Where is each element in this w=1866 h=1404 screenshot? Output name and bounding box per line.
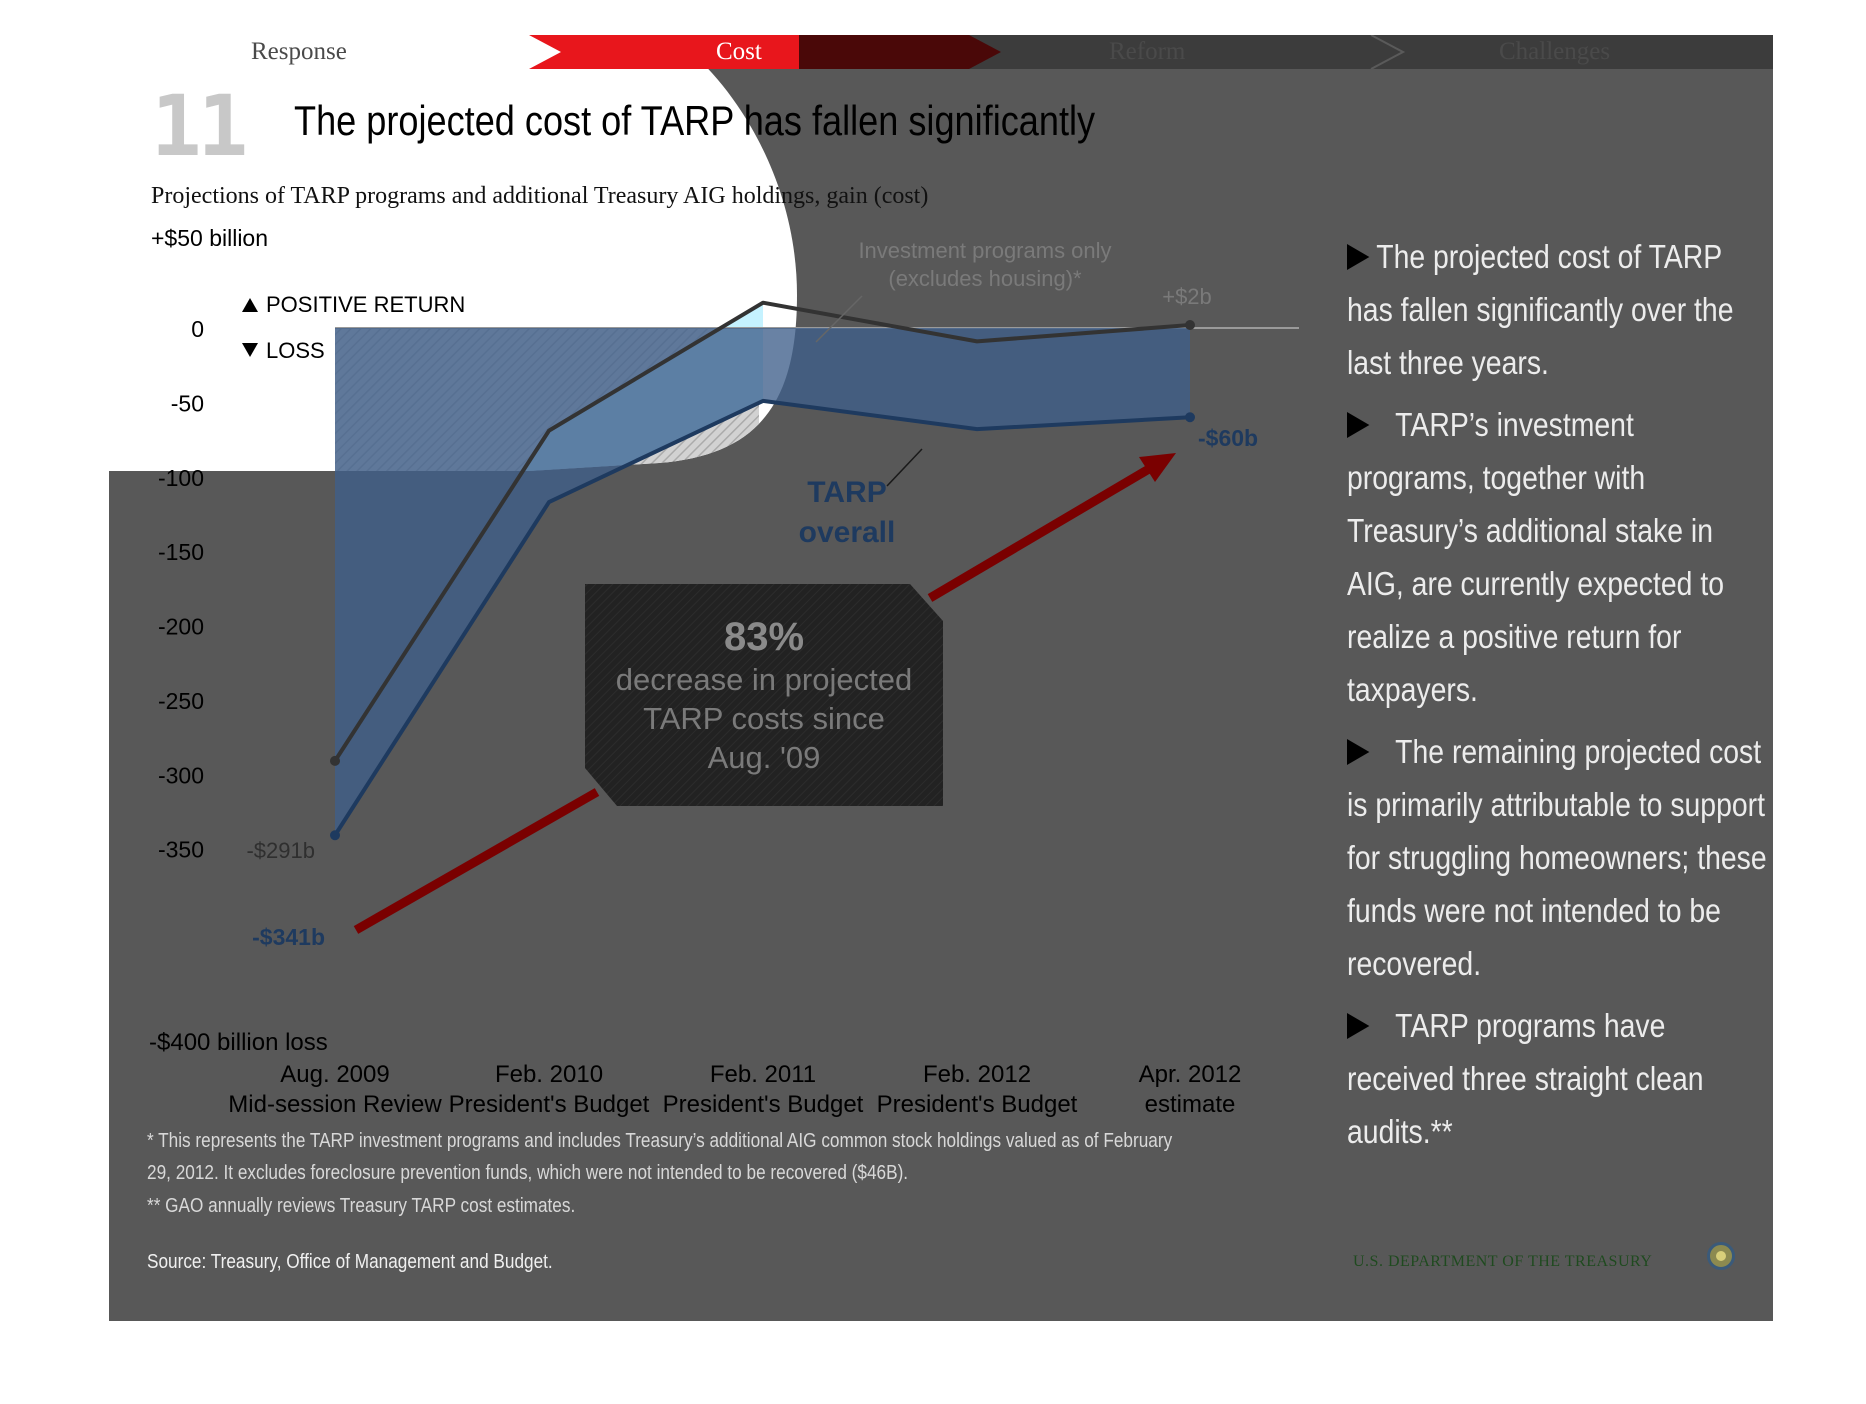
bullet-item: The remaining projected cost is primaril… <box>1347 733 1767 982</box>
x-category-sublabel: President's Budget <box>663 1091 864 1118</box>
legend-up-triangle-icon <box>242 298 258 312</box>
tarp-label-leader <box>886 448 923 487</box>
y-tick-label: -100 <box>158 465 204 491</box>
section-nav <box>109 35 1773 69</box>
investment-programs-line <box>333 300 1191 762</box>
y-tick-label: -350 <box>158 837 204 863</box>
footnote-1-line-2: 29, 2012. It excludes foreclosure preven… <box>147 1162 909 1184</box>
x-category-sublabel: estimate <box>1145 1091 1236 1118</box>
x-category-sublabel: Mid-session Review <box>228 1091 442 1118</box>
triangle-bullet-icon <box>1347 244 1370 270</box>
x-category-label: Apr. 2012 <box>1139 1061 1242 1088</box>
slide-number: 11 <box>151 77 248 175</box>
callout-text: decrease in projected <box>616 662 912 697</box>
y-tick-label: 0 <box>191 316 204 342</box>
x-category-label: Feb. 2010 <box>495 1061 603 1088</box>
investment-series-label: (excludes housing)* <box>888 266 1082 291</box>
y-tick-label: -250 <box>158 688 204 714</box>
source-note: Source: Treasury, Office of Management a… <box>147 1251 553 1273</box>
treasury-seal-icon <box>1707 1242 1735 1270</box>
trend-arrow-shaft <box>927 462 1157 602</box>
tarp-end-point <box>1185 412 1195 423</box>
y-axis-bottom-label: -$400 billion loss <box>149 1029 328 1056</box>
x-category-sublabel: President's Budget <box>877 1091 1078 1118</box>
page-title: The projected cost of TARP has fallen si… <box>294 97 1096 144</box>
chart-subtitle: Projections of TARP programs and additio… <box>151 183 929 209</box>
tarp-series-label: TARP <box>807 476 886 509</box>
trend-arrow-head <box>1139 453 1176 482</box>
bullet-item: TARP’s investment programs, together wit… <box>1347 406 1725 708</box>
decrease-callout-box <box>585 584 943 806</box>
nav-item-response[interactable]: Response <box>251 38 347 65</box>
investment-end-point <box>1185 320 1195 331</box>
x-category-label: Aug. 2009 <box>280 1061 389 1088</box>
tarp-start-label: -$341b <box>252 924 325 950</box>
tarp-cost-chart: 83%decrease in projected TARP costs since… <box>149 225 1299 1118</box>
nav-item-reform[interactable]: Reform <box>1109 38 1186 65</box>
tarp-overall-line <box>333 398 1191 837</box>
triangle-bullet-icon <box>1347 412 1370 438</box>
triangle-bullet-icon <box>1347 739 1370 765</box>
investment-start-label: -$291b <box>246 838 315 863</box>
tarp-end-label: -$60b <box>1198 425 1258 451</box>
nav-item-challenges[interactable]: Challenges <box>1499 38 1611 65</box>
slide: Response Cost Reform Challenges 11 The p… <box>109 35 1773 1321</box>
y-tick-label: -150 <box>158 539 204 565</box>
triangle-bullet-icon <box>1347 1013 1370 1039</box>
y-axis-top-label: +$50 billion <box>151 225 268 251</box>
callout-text: Aug. '09 <box>708 740 821 775</box>
legend-down-triangle-icon <box>242 343 258 357</box>
footnote-2: ** GAO annually reviews Treasury TARP co… <box>147 1195 576 1217</box>
footnote-1-line-1: * This represents the TARP investment pr… <box>147 1130 1173 1152</box>
tarp-series-label: overall <box>799 516 896 549</box>
x-category-label: Feb. 2011 <box>710 1061 816 1088</box>
x-category-sublabel: President's Budget <box>449 1091 650 1118</box>
investment-end-label: +$2b <box>1162 284 1212 309</box>
y-tick-label: -200 <box>158 614 204 640</box>
tarp-overall-area <box>335 328 1190 836</box>
treasury-brand: U.S. DEPARTMENT OF THE TREASURY <box>1353 1253 1653 1270</box>
legend-positive-return: POSITIVE RETURN <box>266 292 465 317</box>
legend-loss: LOSS <box>266 338 325 363</box>
nav-item-cost[interactable]: Cost <box>716 38 762 65</box>
y-tick-label: -50 <box>171 390 204 416</box>
y-tick-label: -300 <box>158 762 204 788</box>
x-category-label: Feb. 2012 <box>923 1061 1031 1088</box>
investment-start-point <box>330 755 340 766</box>
callout-text: TARP costs since <box>643 701 885 736</box>
trend-arrow-tail <box>353 788 600 934</box>
callout-value: 83% <box>724 615 804 659</box>
tarp-start-point <box>330 830 340 841</box>
investment-series-label: Investment programs only <box>858 238 1111 263</box>
bullet-item: TARP programs have received three straig… <box>1347 1007 1704 1150</box>
bullet-item: The projected cost of TARP has fallen si… <box>1347 238 1734 381</box>
sidebar-bullets: The projected cost of TARP has fallen si… <box>1347 230 1767 1167</box>
investment-label-leader <box>815 295 863 343</box>
